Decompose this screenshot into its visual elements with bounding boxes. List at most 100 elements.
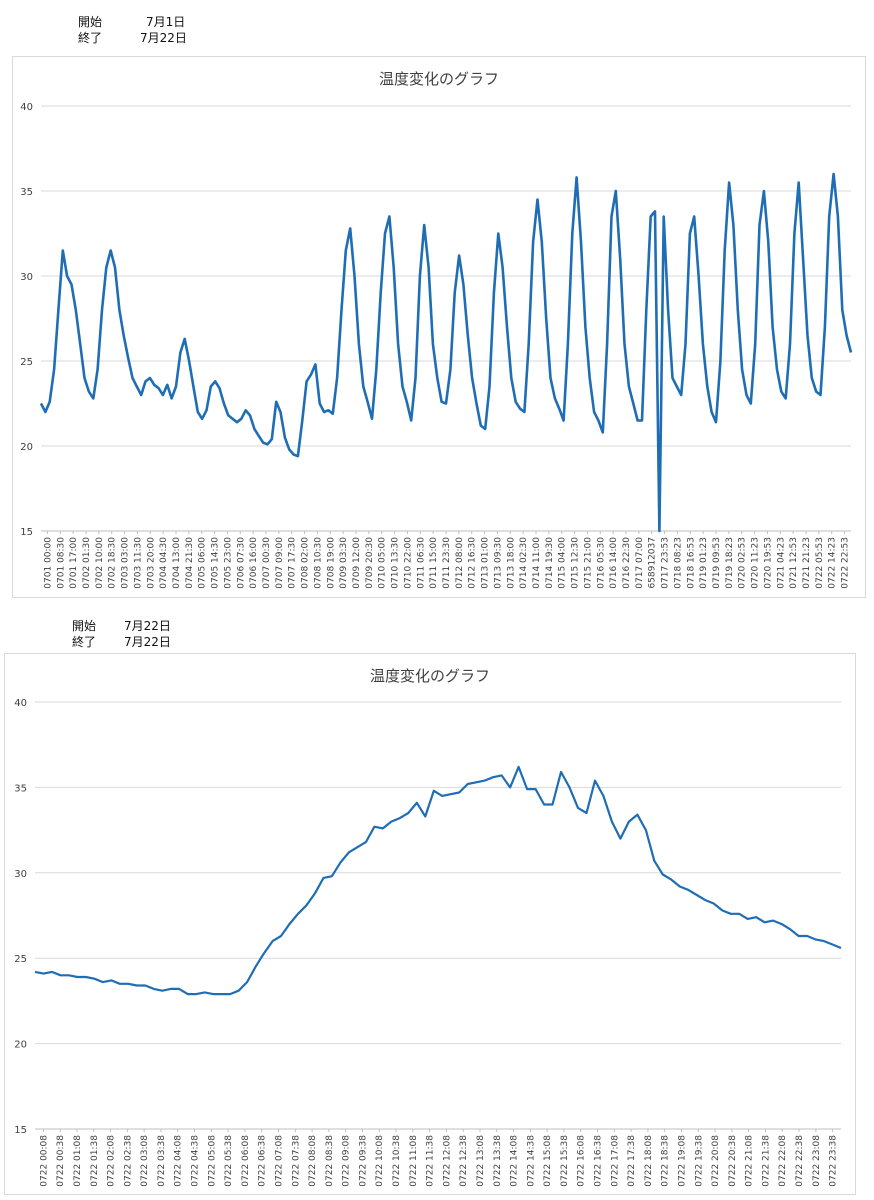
x-tick-label: 0722 11:38: [426, 1135, 436, 1187]
x-tick-label: 0719 09:53: [712, 537, 722, 589]
x-tick-label: 0722 06:38: [258, 1135, 268, 1187]
x-tick-label: 0722 03:38: [157, 1135, 167, 1187]
start-row: 開始 7月22日: [56, 618, 204, 634]
x-tick-label: 0717 23:53: [661, 537, 671, 589]
x-tick-label: 0722 22:08: [778, 1135, 788, 1187]
x-tick-label: 0722 11:08: [409, 1135, 419, 1187]
x-tick-label: 0722 12:38: [459, 1135, 469, 1187]
x-tick-label: 0722 18:08: [644, 1135, 654, 1187]
x-tick-label: 658912037: [648, 537, 658, 589]
start-value: 7月1日: [146, 15, 186, 29]
x-tick-label: 0722 08:38: [325, 1135, 335, 1187]
x-tick-label: 0705 06:00: [198, 537, 208, 589]
x-tick-label: 0715 21:00: [583, 537, 593, 589]
x-tick-label: 0722 17:08: [610, 1135, 620, 1187]
x-tick-label: 0722 15:38: [560, 1135, 570, 1187]
start-label: 開始: [72, 619, 97, 633]
x-tick-label: 0715 12:30: [571, 537, 581, 589]
x-tick-label: 0722 01:38: [90, 1135, 100, 1187]
x-tick-label: 0705 14:30: [211, 537, 221, 589]
x-tick-label: 0722 03:08: [140, 1135, 150, 1187]
x-tick-label: 0722 14:23: [828, 537, 838, 589]
y-tick-label: 30: [14, 869, 27, 880]
chart-title: 温度変化のグラフ: [370, 667, 490, 685]
x-tick-label: 0722 02:38: [123, 1135, 133, 1187]
x-tick-label: 0722 01:08: [73, 1135, 83, 1187]
end-label: 終了: [78, 31, 103, 45]
chart-title: 温度変化のグラフ: [379, 70, 499, 88]
x-tick-label: 0722 00:08: [39, 1135, 49, 1187]
x-tick-label: 0722 23:38: [829, 1135, 839, 1187]
end-value: 7月22日: [140, 31, 187, 45]
x-tick-label: 0722 10:38: [392, 1135, 402, 1187]
x-tick-label: 0704 13:00: [172, 537, 182, 589]
x-tick-label: 0713 18:00: [506, 537, 516, 589]
x-tick-label: 0722 21:38: [761, 1135, 771, 1187]
x-tick-label: 0722 14:08: [510, 1135, 520, 1187]
series-line: [39, 172, 853, 533]
start-row: 開始 7月1日: [62, 14, 226, 30]
chart1-date-range: 開始 7月1日 終了 7月22日: [62, 14, 226, 46]
y-tick-label: 20: [14, 1040, 27, 1051]
chart2-panel: 温度変化のグラフ 15 20 25 30 35 40 0722 00:08 0722 00:38…: [4, 653, 856, 1195]
x-tick-label: 0722 09:08: [342, 1135, 352, 1187]
start-label: 開始: [78, 15, 103, 29]
x-tick-label: 0722 16:38: [594, 1135, 604, 1187]
x-tick-label: 0717 07:00: [635, 537, 645, 589]
x-tick-label: 0704 21:30: [185, 537, 195, 589]
start-value: 7月22日: [124, 619, 171, 633]
x-tick-label: 0714 19:30: [545, 537, 555, 589]
x-tick-label: 0722 14:38: [526, 1135, 536, 1187]
x-tick-label: 0714 02:30: [519, 537, 529, 589]
end-row: 終了 7月22日: [62, 30, 226, 46]
x-tick-label: 0706 16:00: [249, 537, 259, 589]
x-tick-label: 0722 23:08: [812, 1135, 822, 1187]
x-tick-label: 0718 08:23: [673, 537, 683, 589]
x-tick-label: 0702 18:30: [108, 537, 118, 589]
y-tick-label: 25: [14, 954, 27, 965]
x-tick-label: 0710 05:00: [378, 537, 388, 589]
x-tick-label: 0722 12:08: [442, 1135, 452, 1187]
x-tick-label: 0709 12:00: [352, 537, 362, 589]
x-tick-label: 0709 03:30: [339, 537, 349, 589]
y-tick-label: 15: [14, 1125, 27, 1136]
x-tick-label: 0720 11:23: [751, 537, 761, 589]
x-tick-label: 0722 22:38: [795, 1135, 805, 1187]
x-tick-label: 0708 02:00: [301, 537, 311, 589]
x-tick-label: 0703 03:00: [121, 537, 131, 589]
x-tick-label: 0722 09:38: [358, 1135, 368, 1187]
x-tick-label: 0722 02:08: [107, 1135, 117, 1187]
x-tick-label: 0701 08:30: [56, 537, 66, 589]
series-line: [34, 765, 842, 996]
y-tick-label: 40: [14, 698, 27, 709]
x-tick-label: 0722 13:38: [493, 1135, 503, 1187]
y-tick-label: 20: [20, 442, 33, 453]
x-tick-label: 0716 22:30: [622, 537, 632, 589]
x-tick-label: 0707 17:30: [288, 537, 298, 589]
x-tick-label: 0722 19:38: [694, 1135, 704, 1187]
x-tick-label: 0713 09:30: [493, 537, 503, 589]
x-tick-label: 0722 18:38: [661, 1135, 671, 1187]
x-tick-label: 0722 22:53: [841, 537, 851, 589]
x-tick-label: 0716 05:30: [596, 537, 606, 589]
chart1-svg: 温度変化のグラフ 15 20 25 30 35 40 0701 00:00 0701 08:30…: [20, 70, 853, 589]
chart1-panel: 温度変化のグラフ 15 20 25 30 35 40 0701 00:00 0701 08:30…: [12, 56, 866, 598]
x-tick-label: 0710 13:30: [391, 537, 401, 589]
y-tick-label: 30: [20, 272, 33, 283]
x-tick-label: 0721 04:23: [776, 537, 786, 589]
x-tick-label: 0722 07:08: [274, 1135, 284, 1187]
end-value: 7月22日: [124, 635, 171, 649]
x-tick-label: 0714 11:00: [532, 537, 542, 589]
y-tick-label: 35: [20, 187, 33, 198]
x-tick-label: 0722 05:08: [207, 1135, 217, 1187]
x-tick-label: 0722 16:08: [577, 1135, 587, 1187]
x-tick-label: 0707 09:00: [275, 537, 285, 589]
end-label: 終了: [72, 635, 97, 649]
x-tick-label: 0722 13:08: [476, 1135, 486, 1187]
x-tick-label: 0702 10:00: [95, 537, 105, 589]
x-tick-label: 0722 05:53: [815, 537, 825, 589]
x-tick-label: 0707 00:30: [262, 537, 272, 589]
end-row: 終了 7月22日: [56, 634, 204, 650]
y-tick-label: 15: [20, 527, 33, 538]
x-tick-label: 0702 01:30: [82, 537, 92, 589]
